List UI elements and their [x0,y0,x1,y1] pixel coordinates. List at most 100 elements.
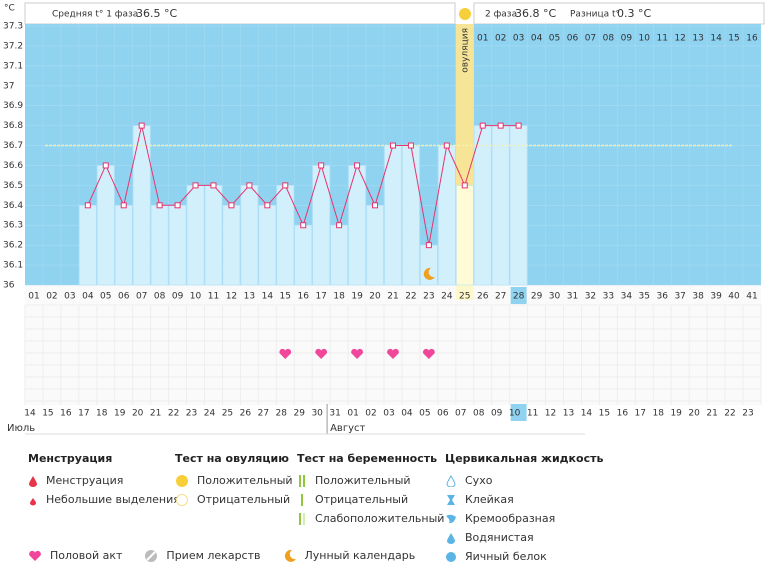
x-tick-label: 32 [585,292,596,302]
date-label: 28 [276,409,288,419]
x-tick-label: 17 [315,292,326,302]
date-label: 18 [96,409,108,419]
phase2-day: 02 [495,34,506,44]
phase2-day: 15 [728,34,739,44]
point [443,142,450,149]
point [425,242,432,249]
point [282,182,289,189]
x-tick-label: 15 [280,292,291,302]
x-tick-label: 16 [297,292,309,302]
phase1-value: 36.5 °C [136,7,177,20]
x-tick-label: 10 [190,292,202,302]
date-label: 30 [311,409,323,419]
point [336,222,343,229]
bar [348,165,366,286]
x-tick-label: 09 [172,292,184,302]
date-label: 19 [670,409,682,419]
x-tick-label: 34 [621,292,633,302]
date-label: 02 [365,409,376,419]
x-tick-label: 21 [387,292,398,302]
y-tick-label: 36.3 [3,221,23,231]
legend-item: Яичный белок [465,550,547,562]
legend-item: Клейкая [465,493,514,506]
date-label: 26 [240,409,252,419]
x-tick-label: 18 [333,292,345,302]
legend-item: Небольшие выделения [46,493,180,506]
phase2-day: 03 [513,34,524,44]
phase2-day: 01 [477,34,488,44]
point [389,142,396,149]
bar [312,165,330,286]
point [228,202,235,209]
bar [455,185,474,286]
date-label: 23 [186,409,197,419]
sun-icon [459,8,471,20]
point [156,202,163,209]
legend-item: Слабоположительный [315,512,445,525]
bar [366,205,384,286]
phase2-day: 06 [567,34,579,44]
point [210,182,217,189]
x-tick-label: 08 [154,292,166,302]
date-label: 07 [455,409,466,419]
point [192,182,199,189]
x-tick-label: 38 [692,292,704,302]
legend-item: Кремообразная [465,512,556,525]
y-tick-label: 37.1 [3,61,23,71]
date-label: 01 [347,409,358,419]
date-label: 09 [491,409,503,419]
legend-item: Лунный календарь [304,549,416,562]
phase2-day: 14 [710,34,722,44]
x-tick-label: 22 [405,292,416,302]
legend-item: Менструация [46,474,124,487]
current-day [510,287,527,304]
x-tick-label: 04 [82,292,94,302]
date-label: 27 [258,409,269,419]
phase2-value: 36.8 °C [515,7,556,20]
bar [240,185,259,286]
intercourse-heart [279,348,292,359]
x-tick-label: 13 [244,292,255,302]
point [407,142,414,149]
date-label: 11 [527,409,538,419]
bar [276,185,295,286]
y-tick-label: 36.6 [3,161,23,171]
point [461,182,468,189]
date-label: 18 [652,409,664,419]
bar [97,165,115,286]
x-tick-label: 41 [746,292,757,302]
point [138,122,145,129]
point [84,202,91,209]
date-label: 03 [383,409,394,419]
phase2-day: 13 [692,34,703,44]
date-label: 10 [509,409,521,419]
bar [258,205,277,286]
x-tick-label: 14 [262,292,274,302]
date-label: 20 [132,409,144,419]
point [102,162,109,169]
date-label: 29 [293,409,305,419]
phase2-day: 05 [549,34,560,44]
x-tick-label: 02 [46,292,57,302]
point [246,182,253,189]
bar [168,205,187,286]
bar [473,125,492,286]
legend-ovulation-test: Тест на овуляцию Положительный Отрицател… [175,452,293,509]
month-label: Июль [7,423,35,434]
legend-cervical: Цервикальная жидкость Сухо Клейкая Кремо… [445,452,603,562]
bar [294,224,313,286]
chart: °C Средняя t° 1 фаза 36.5 °C 2 фаза 36.8… [3,2,765,435]
x-tick-label: 35 [639,292,650,302]
date-label: 15 [42,409,53,419]
legend-title: Тест на беременность [297,452,438,465]
bar [438,145,456,286]
date-label: 13 [563,409,574,419]
diff-label: Разница t° [570,10,620,20]
moon-icon [423,267,435,280]
phase2-day: 10 [639,34,651,44]
x-tick-label: 01 [28,292,39,302]
legend-item: Отрицательный [197,493,291,506]
date-label: 31 [329,409,340,419]
date-label: 21 [706,409,717,419]
x-tick-label: 29 [531,292,543,302]
